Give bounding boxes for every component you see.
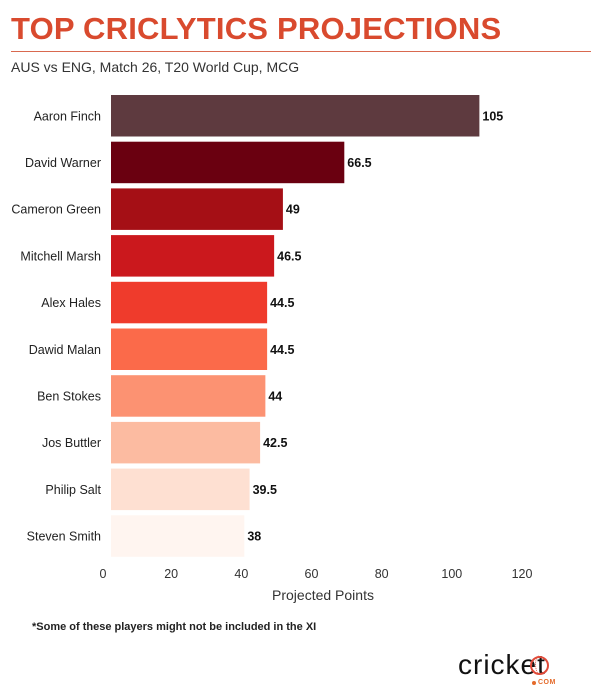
category-label: Philip Salt <box>45 483 101 497</box>
bar-steven-smith <box>111 515 245 557</box>
cricket-com-logo: cricket COM <box>458 649 574 687</box>
bar-aaron-finch <box>111 95 480 137</box>
value-label: 42.5 <box>263 436 287 450</box>
x-tick-label: 40 <box>234 567 248 581</box>
category-labels: Aaron Finch David Warner Cameron Green Mitc… <box>11 109 101 543</box>
category-label: David Warner <box>25 156 101 170</box>
bar-ben-stokes <box>111 375 266 417</box>
category-label: Mitchell Marsh <box>20 249 101 263</box>
bar-jos-buttler <box>111 421 261 464</box>
x-tick-label: 20 <box>164 567 178 581</box>
logo-suffix: COM <box>538 679 556 686</box>
category-label: Jos Buttler <box>42 436 101 450</box>
value-labels: 105 66.5 49 46.5 44.5 44.5 44 42.5 39.5 38 <box>247 109 503 543</box>
bar-cameron-green <box>111 188 283 230</box>
bar-philip-salt <box>111 468 250 511</box>
bar-alex-hales <box>111 281 268 324</box>
bar-david-warner <box>111 141 345 184</box>
cricket-ball-icon <box>530 655 549 675</box>
category-label: Ben Stokes <box>37 389 101 403</box>
value-label: 105 <box>482 109 503 123</box>
bar-dawid-malan <box>111 328 268 370</box>
title-rule <box>11 51 591 52</box>
x-tick-label: 120 <box>512 567 533 581</box>
bars-layer <box>111 95 480 557</box>
bar-mitchell-marsh <box>111 235 275 277</box>
value-label: 44 <box>268 389 282 403</box>
x-tick-label: 100 <box>441 567 462 581</box>
x-axis-label: Projected Points <box>272 587 374 603</box>
bar-chart: Aaron Finch David Warner Cameron Green Mitc… <box>11 95 533 603</box>
x-tick-label: 60 <box>305 567 319 581</box>
logo-dot-icon <box>532 681 536 685</box>
value-label: 49 <box>286 203 300 217</box>
value-label: 44.5 <box>270 296 294 310</box>
page-title: TOP CRICLYTICS PROJECTIONS <box>11 11 502 46</box>
value-label: 46.5 <box>277 249 301 263</box>
x-tick-label: 80 <box>375 567 389 581</box>
x-axis-ticks: 0 20 40 60 80 100 120 <box>100 567 533 581</box>
value-label: 66.5 <box>347 156 371 170</box>
category-label: Aaron Finch <box>34 109 101 123</box>
category-label: Dawid Malan <box>29 343 101 357</box>
footnote: *Some of these players might not be incl… <box>32 621 317 633</box>
category-label: Cameron Green <box>11 203 101 217</box>
page-subtitle: AUS vs ENG, Match 26, T20 World Cup, MCG <box>11 59 300 75</box>
category-label: Steven Smith <box>27 530 101 544</box>
value-label: 39.5 <box>253 483 277 497</box>
category-label: Alex Hales <box>41 296 101 310</box>
value-label: 38 <box>247 530 261 544</box>
x-tick-label: 0 <box>100 567 107 581</box>
value-label: 44.5 <box>270 343 294 357</box>
